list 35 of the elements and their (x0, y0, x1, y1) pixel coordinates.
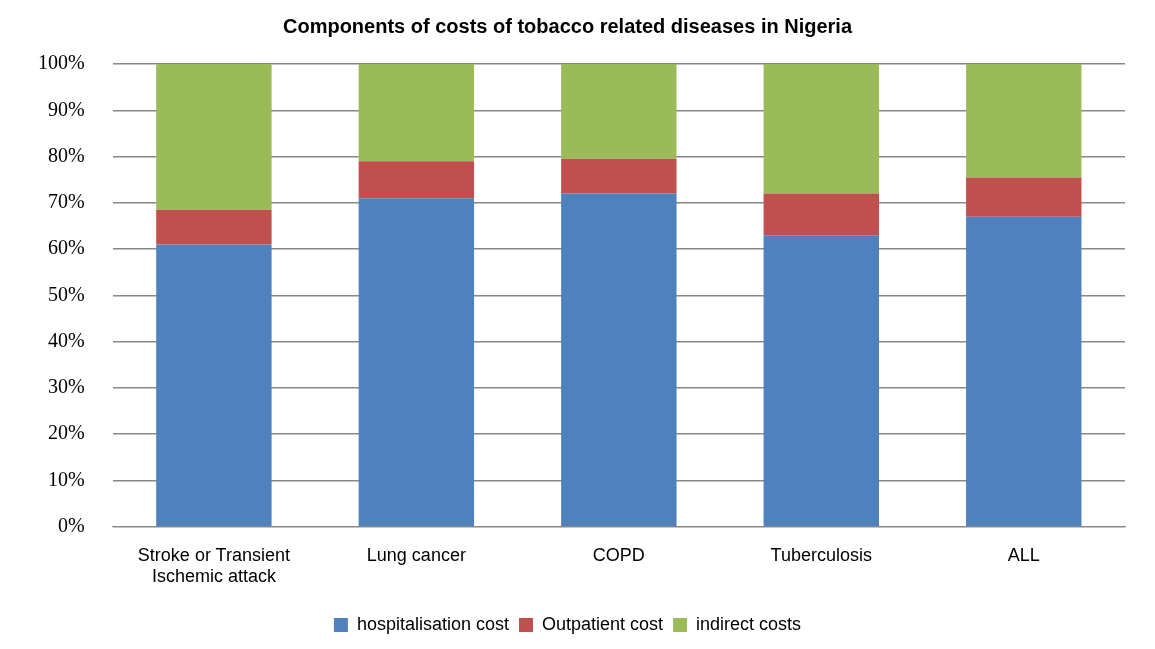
legend-label: Outpatient cost (541, 613, 664, 634)
chart-title: Components of costs of tobacco related diseases in Nigeria (282, 14, 853, 37)
y-tick-label: 90% (47, 97, 85, 120)
bar (156, 64, 272, 210)
y-tick-label: 50% (47, 282, 85, 305)
y-tick-label: 80% (47, 143, 85, 166)
x-tick-label: Lung cancer (366, 544, 466, 565)
y-tick-label: 0% (57, 514, 85, 537)
y-tick-label: 100% (37, 51, 85, 74)
y-tick-label: 10% (47, 467, 85, 490)
bar (966, 64, 1082, 178)
bar (561, 158, 677, 194)
y-tick-label: 40% (47, 328, 85, 351)
y-tick-label: 60% (47, 236, 85, 259)
bar (358, 198, 475, 527)
x-tick-label: ALL (1007, 544, 1040, 565)
x-tick-label: COPD (592, 544, 645, 565)
bar (561, 193, 677, 527)
bar (156, 244, 272, 527)
bar (561, 64, 677, 159)
bar (358, 64, 475, 162)
x-tick-label: Tuberculosis (770, 544, 872, 565)
x-tick-label: Stroke or Transient Ischemic attack (137, 544, 290, 587)
bar (966, 216, 1082, 527)
legend-label: hospitalisation cost (356, 613, 509, 634)
bar (966, 177, 1082, 217)
legend-label: indirect costs (696, 613, 802, 634)
bar (763, 64, 879, 194)
bar (763, 193, 879, 236)
bar (156, 209, 272, 245)
bar (358, 161, 475, 199)
bar (763, 235, 879, 527)
y-tick-label: 70% (47, 190, 85, 213)
y-tick-label: 30% (47, 375, 85, 398)
y-tick-label: 20% (47, 421, 85, 444)
